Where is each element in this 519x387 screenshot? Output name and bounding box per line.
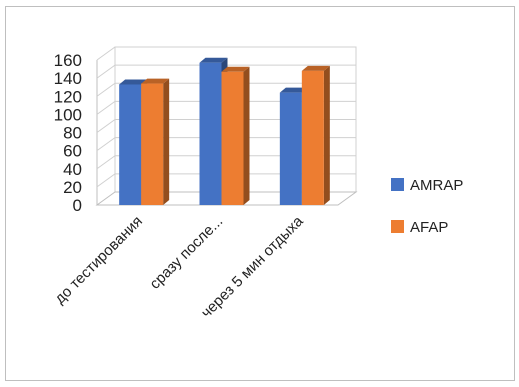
legend-label: AMRAP bbox=[410, 177, 463, 194]
y-tick-label: 160 bbox=[54, 51, 82, 70]
gridline bbox=[96, 119, 356, 133]
gridline bbox=[96, 173, 356, 188]
gridline bbox=[96, 64, 356, 79]
gridline bbox=[96, 100, 356, 115]
gridline bbox=[96, 82, 356, 97]
bar-side bbox=[243, 66, 250, 205]
bar-top bbox=[199, 57, 228, 63]
x-category-label: до тестирования bbox=[51, 213, 146, 308]
y-tick-label: 60 bbox=[63, 142, 82, 161]
legend-swatch bbox=[391, 178, 404, 191]
bar-top bbox=[119, 79, 148, 85]
gridlines bbox=[96, 46, 356, 188]
bar-front bbox=[301, 70, 324, 205]
y-tick-label: 120 bbox=[54, 87, 82, 106]
legend-item-amrap: AMRAP bbox=[391, 177, 463, 194]
bar-top bbox=[221, 66, 250, 72]
gridline bbox=[96, 137, 356, 152]
y-tick-label: 0 bbox=[73, 196, 82, 215]
bar-side bbox=[323, 65, 330, 205]
gridline bbox=[96, 46, 356, 61]
legend-label: AFAP bbox=[410, 219, 448, 236]
bar-top bbox=[141, 78, 170, 84]
x-axis-categories: до тестирования сразу после...через 5 мин… bbox=[51, 212, 307, 321]
legend: AMRAP AFAP bbox=[391, 177, 463, 236]
bar-front bbox=[221, 71, 244, 205]
bars bbox=[119, 57, 330, 205]
bar-side bbox=[163, 78, 170, 205]
x-category-label: сразу после... bbox=[146, 213, 226, 293]
bar-front bbox=[119, 84, 142, 205]
y-tick-label: 20 bbox=[63, 178, 82, 197]
bar-top bbox=[279, 87, 308, 93]
bar-front bbox=[141, 83, 164, 205]
bar-afap-1 bbox=[221, 66, 250, 205]
y-tick-label: 100 bbox=[54, 105, 82, 124]
legend-item-afap: AFAP bbox=[391, 219, 448, 236]
y-tick-label: 80 bbox=[63, 124, 82, 143]
bar-afap-2 bbox=[301, 65, 330, 205]
gridline bbox=[96, 155, 356, 170]
bar-top bbox=[301, 65, 330, 71]
legend-swatch bbox=[391, 220, 404, 233]
bar-front bbox=[279, 92, 302, 205]
y-tick-label: 140 bbox=[54, 69, 82, 88]
bar-afap-0 bbox=[141, 78, 170, 205]
bar-front bbox=[199, 62, 222, 205]
y-tick-label: 40 bbox=[63, 160, 82, 179]
